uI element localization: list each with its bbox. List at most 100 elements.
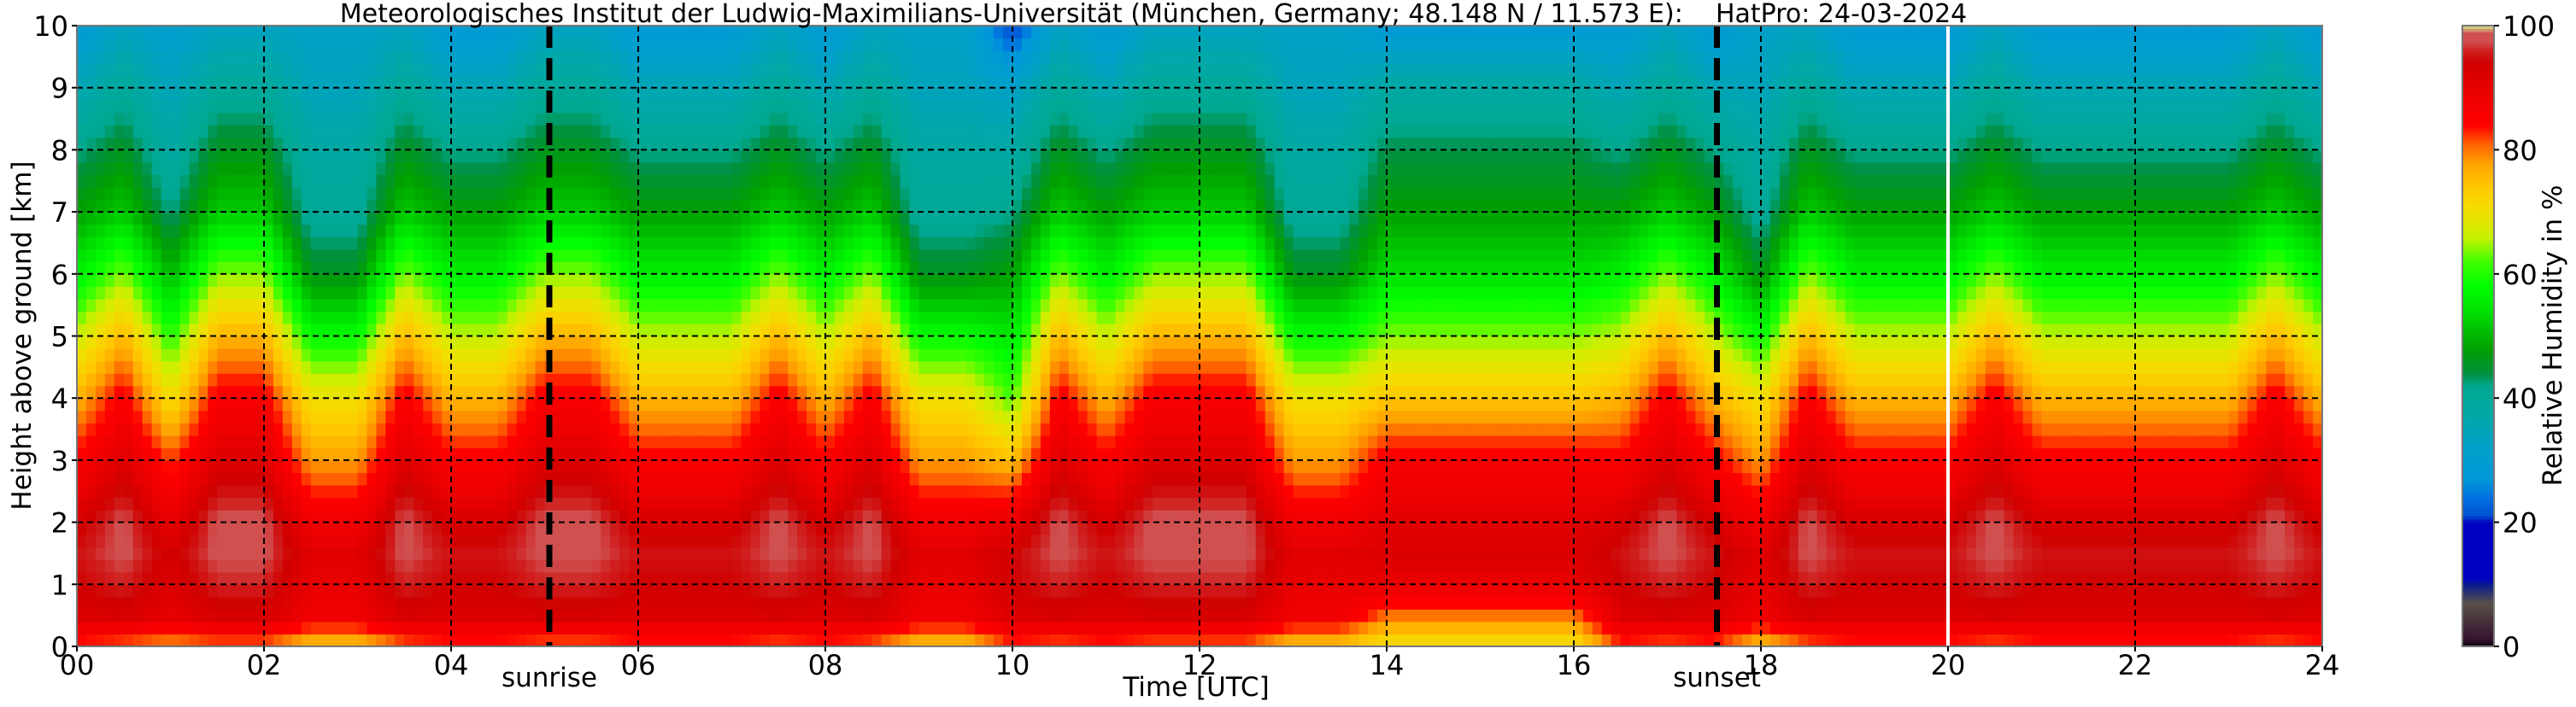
heatmap-cell — [666, 373, 677, 387]
heatmap-cell — [871, 535, 883, 548]
heatmap-cell — [563, 248, 573, 262]
heatmap-cell — [488, 286, 499, 300]
heatmap-cell — [1003, 112, 1013, 126]
heatmap-cell — [629, 62, 639, 76]
heatmap-cell — [469, 522, 480, 535]
heatmap-cell — [282, 161, 293, 176]
heatmap-cell — [563, 212, 573, 225]
heatmap-cell — [255, 38, 265, 51]
heatmap-cell — [404, 484, 414, 499]
heatmap-cell — [414, 174, 424, 188]
heatmap-cell — [928, 212, 938, 225]
heatmap-cell — [834, 472, 845, 486]
heatmap-cell — [432, 336, 443, 349]
heatmap-cell — [460, 621, 471, 635]
heatmap-cell — [179, 546, 190, 560]
heatmap-cell — [507, 199, 518, 213]
heatmap-cell — [750, 559, 760, 573]
heatmap-cell — [656, 522, 667, 535]
heatmap-cell — [291, 398, 302, 412]
heatmap-cell — [497, 224, 508, 237]
heatmap-cell — [85, 38, 97, 51]
heatmap-cell — [788, 634, 798, 647]
heatmap-cell — [376, 435, 386, 448]
heatmap-cell — [320, 100, 331, 114]
heatmap-cell — [478, 596, 490, 610]
heatmap-cell — [788, 435, 798, 448]
heatmap-cell — [741, 472, 751, 486]
heatmap-cell — [414, 87, 424, 101]
heatmap-cell — [123, 609, 134, 622]
heatmap-cell — [694, 472, 705, 486]
heatmap-cell — [414, 298, 424, 313]
heatmap-cell — [179, 609, 190, 622]
heatmap-cell — [825, 447, 836, 461]
heatmap-cell — [310, 149, 321, 163]
heatmap-cell — [610, 187, 620, 201]
heatmap-cell — [217, 323, 227, 337]
heatmap-cell — [563, 609, 573, 622]
heatmap-cell — [255, 510, 265, 523]
heatmap-cell — [460, 484, 471, 499]
heatmap-cell — [367, 75, 377, 89]
heatmap-cell — [656, 609, 667, 622]
heatmap-cell — [994, 621, 1004, 635]
heatmap-cell — [984, 248, 995, 262]
heatmap-cell — [853, 199, 864, 213]
heatmap-cell — [535, 149, 546, 163]
heatmap-cell — [900, 261, 911, 275]
heatmap-cell — [816, 75, 826, 89]
heatmap-cell — [264, 634, 274, 647]
heatmap-cell — [104, 137, 115, 150]
heatmap-cell — [638, 261, 648, 275]
heatmap-cell — [816, 459, 826, 474]
heatmap-cell — [909, 472, 920, 486]
heatmap-cell — [816, 497, 826, 511]
heatmap-cell — [666, 261, 677, 275]
heatmap-cell — [442, 546, 452, 560]
heatmap-cell — [1003, 410, 1013, 424]
heatmap-cell — [994, 323, 1004, 337]
heatmap-cell — [741, 137, 751, 150]
heatmap-cell — [104, 161, 115, 176]
heatmap-cell — [975, 100, 985, 114]
heatmap-cell — [853, 535, 864, 548]
heatmap-cell — [601, 187, 611, 201]
heatmap-cell — [451, 559, 461, 573]
heatmap-cell — [179, 237, 190, 250]
heatmap-cell — [731, 248, 742, 262]
heatmap-cell — [834, 410, 845, 424]
heatmap-cell — [310, 571, 321, 585]
heatmap-cell — [937, 137, 948, 150]
heatmap-cell — [357, 161, 368, 176]
heatmap-cell — [423, 398, 433, 412]
heatmap-cell — [591, 161, 601, 176]
heatmap-cell — [198, 559, 208, 573]
heatmap-cell — [778, 199, 789, 213]
heatmap-cell — [843, 609, 854, 622]
heatmap-cell — [432, 187, 443, 201]
heatmap-cell — [255, 459, 265, 474]
heatmap-cell — [816, 571, 826, 585]
heatmap-cell — [881, 596, 892, 610]
heatmap-cell — [675, 410, 686, 424]
heatmap-cell — [722, 125, 733, 138]
heatmap-cell — [535, 100, 546, 114]
heatmap-cell — [703, 87, 714, 101]
heatmap-cell — [273, 50, 284, 64]
heatmap-cell — [142, 187, 153, 201]
heatmap-cell — [460, 50, 471, 64]
heatmap-cell — [395, 149, 405, 163]
heatmap-cell — [807, 26, 817, 39]
heatmap-cell — [862, 621, 873, 635]
heatmap-cell — [984, 360, 995, 374]
heatmap-cell — [881, 323, 892, 337]
heatmap-cell — [610, 50, 620, 64]
heatmap-cell — [432, 497, 443, 511]
heatmap-cell — [488, 634, 499, 647]
heatmap-cell — [750, 62, 760, 76]
heatmap-cell — [273, 621, 284, 635]
heatmap-cell — [760, 634, 770, 647]
heatmap-cell — [301, 87, 312, 101]
heatmap-cell — [778, 187, 789, 201]
